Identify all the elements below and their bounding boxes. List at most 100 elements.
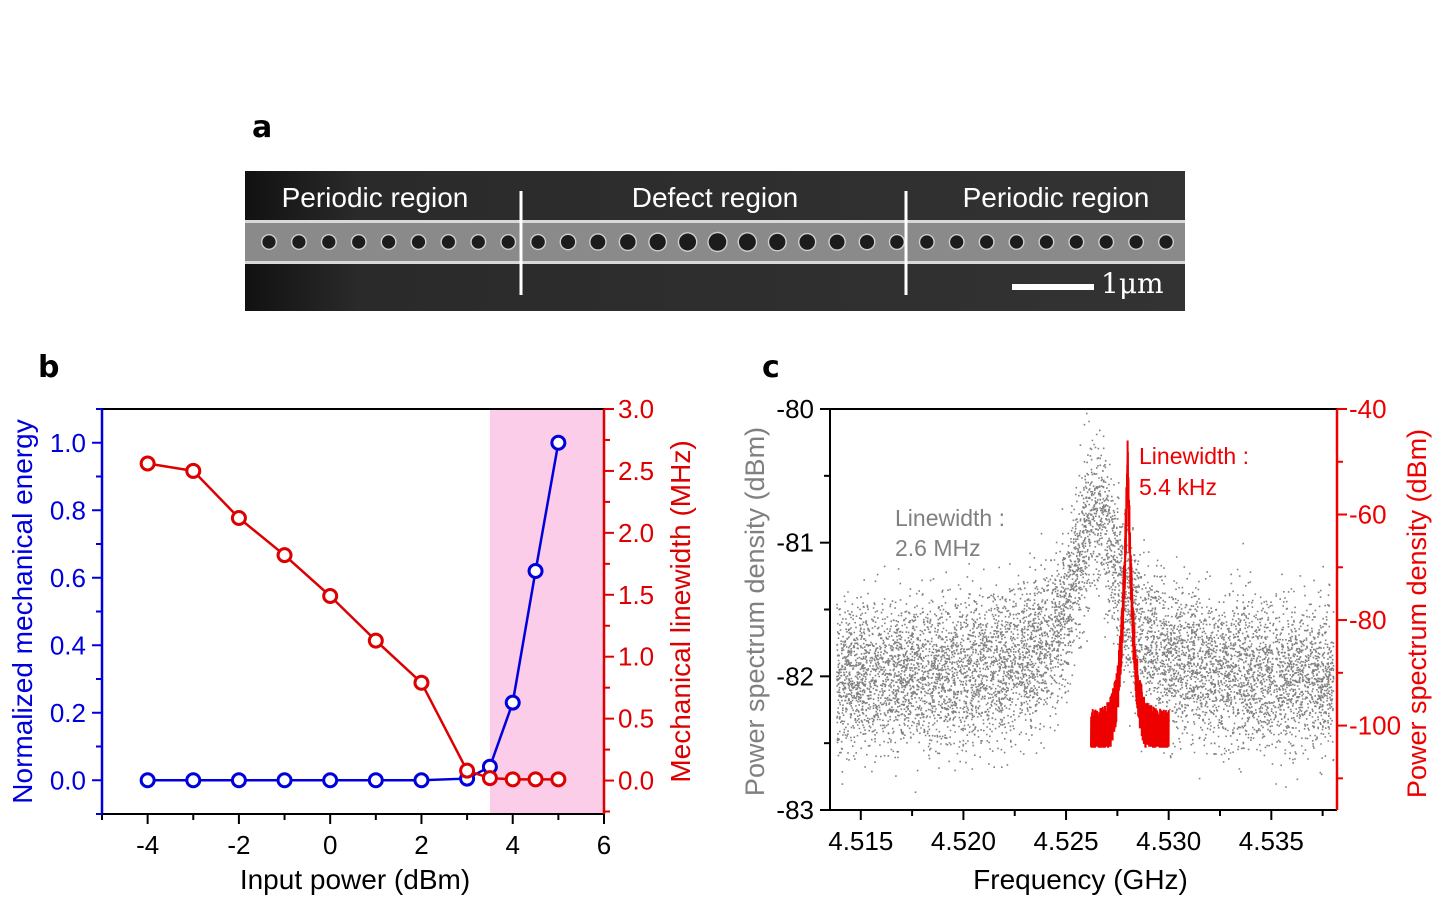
y-right-tick-label: -80: [1349, 605, 1387, 635]
sem-image: Periodic region Defect region Periodic r…: [245, 171, 1185, 311]
data-point-left: [527, 563, 544, 579]
hole: [1129, 235, 1143, 249]
data-point-left: [413, 772, 430, 789]
region-label-periodic-right: Periodic region: [963, 182, 1150, 213]
gray-spectrum-points: [836, 412, 1335, 793]
y-left-tick-label: 0.4: [50, 630, 86, 660]
hole: [890, 235, 904, 249]
hole: [262, 235, 276, 249]
x-tick-label: 6: [597, 830, 611, 860]
data-point-right: [413, 674, 430, 691]
hole: [1069, 235, 1083, 249]
annotation-red-line1: Linewidth :: [1139, 443, 1249, 469]
x-axis-title: Frequency (GHz): [973, 864, 1188, 895]
data-point-right: [185, 462, 202, 479]
chart-c: 4.515 4.520 4.525 4.530 4.535 Frequency (GHz)…: [740, 394, 1432, 895]
hole: [531, 235, 545, 249]
data-point-left: [185, 772, 202, 789]
x-tick-label: 2: [414, 830, 428, 860]
region-label-periodic-left: Periodic region: [282, 182, 469, 213]
panel-a-label: a: [252, 110, 273, 145]
data-point-right: [230, 509, 247, 526]
y-left-tick-label: 0.6: [50, 563, 86, 593]
hole: [708, 233, 727, 251]
data-point-right: [481, 770, 498, 787]
data-point-right: [459, 762, 476, 779]
y-right-tick-label: -100: [1349, 711, 1401, 741]
y-right-tick-label: 1.0: [618, 642, 654, 672]
y-left-tick-label: 1.0: [50, 428, 86, 458]
y-left-axis-title: Normalized mechanical energy: [7, 419, 38, 803]
data-point-left: [230, 772, 247, 789]
hole: [411, 235, 426, 249]
data-point-right: [139, 455, 156, 472]
hole: [799, 234, 815, 250]
hole: [382, 235, 396, 249]
hole: [920, 235, 934, 249]
hole: [471, 235, 485, 249]
y-right-tick-label: -40: [1349, 394, 1387, 424]
annotation-red-line2: 5.4 kHz: [1139, 474, 1217, 500]
hole: [679, 233, 697, 251]
hole: [590, 234, 606, 250]
y-right-tick-label: 1.5: [618, 580, 654, 610]
x-tick-label: 4.535: [1239, 826, 1304, 856]
hole: [738, 233, 756, 251]
x-tick-label: -4: [136, 830, 159, 860]
y-left-tick-label: -83: [776, 795, 814, 825]
hole: [620, 234, 636, 250]
hole: [441, 235, 455, 249]
data-point-left: [276, 772, 293, 789]
annotation-gray-line1: Linewidth :: [895, 505, 1005, 531]
data-point-right: [527, 771, 544, 788]
data-point-right: [367, 632, 384, 649]
gray-spectrum: [836, 412, 1335, 793]
y-left-tick-label: 0.2: [50, 698, 86, 728]
hole: [322, 235, 336, 249]
y-right-tick-label: 0.0: [618, 766, 654, 796]
y-right-tick-label: 3.0: [618, 394, 654, 424]
y-right-axis-title: Power spectrum density (dBm): [1402, 429, 1432, 798]
data-point-right: [550, 771, 567, 788]
hole: [649, 233, 666, 251]
hole: [829, 234, 845, 250]
hole: [980, 235, 994, 249]
hole: [859, 234, 875, 250]
scale-bar-label: 1μm: [1101, 267, 1164, 300]
data-point-right: [322, 588, 339, 605]
data-point-left: [550, 434, 567, 451]
x-tick-label: 4.515: [828, 826, 893, 856]
y-right-tick-label: 0.5: [618, 704, 654, 734]
data-point-right: [276, 547, 293, 564]
panel-b-label: b: [38, 350, 60, 385]
x-tick-label: 4.525: [1034, 826, 1099, 856]
hole: [950, 235, 964, 249]
data-point-left: [139, 772, 156, 789]
x-axis-title: Input power (dBm): [240, 864, 470, 895]
y-left-tick-label: -80: [776, 394, 814, 424]
y-right-tick-label: 2.5: [618, 456, 654, 486]
hole: [560, 234, 576, 250]
y-right-tick-label: -60: [1349, 500, 1387, 530]
scale-bar: [1012, 284, 1094, 290]
hole: [352, 235, 366, 249]
hole: [1009, 235, 1024, 249]
y-right-tick-label: 2.0: [618, 518, 654, 548]
hole: [769, 233, 786, 251]
y-left-tick-label: 0.8: [50, 495, 86, 525]
threshold-region: [489, 409, 604, 814]
y-left-axis-title: Power spectrum density (dBm): [740, 427, 770, 796]
data-point-left: [367, 772, 384, 789]
hole: [501, 235, 515, 249]
region-label-defect: Defect region: [632, 182, 799, 213]
x-tick-label: 0: [323, 830, 337, 860]
hole: [292, 235, 306, 249]
x-tick-label: 4.520: [931, 826, 996, 856]
y-left-tick-label: -81: [776, 528, 814, 558]
y-left-tick-label: 0.0: [50, 765, 86, 795]
hole: [1159, 235, 1173, 249]
red-spectrum-line: [1089, 440, 1170, 748]
y-left-tick-label: -82: [776, 661, 814, 691]
x-tick-label: -2: [227, 830, 250, 860]
x-tick-label: 4.530: [1136, 826, 1201, 856]
